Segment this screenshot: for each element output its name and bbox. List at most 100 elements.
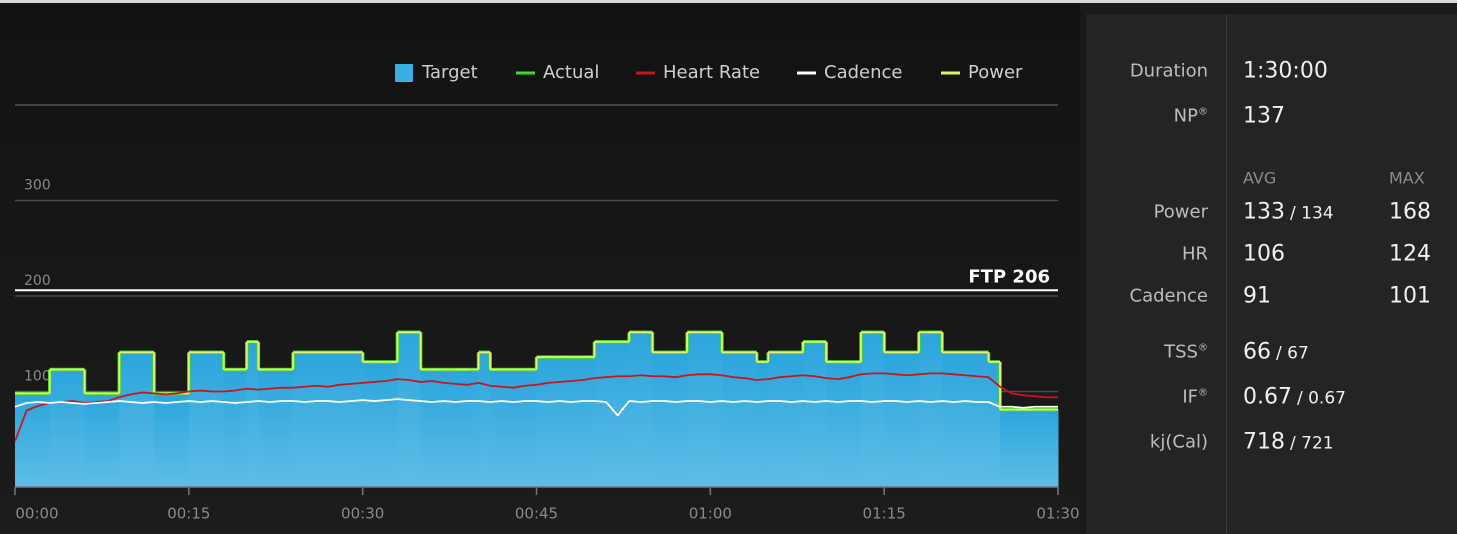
target-area [698, 332, 711, 487]
target-area [409, 332, 422, 487]
target-area [235, 369, 248, 487]
stat-avg-value: 91 [1243, 283, 1271, 309]
stat-total-value: 718 [1243, 429, 1285, 455]
target-area [872, 332, 885, 487]
legend-label: Target [421, 62, 478, 83]
x-tick-label: 01:00 [689, 505, 732, 523]
stat-label-text: Cadence [1129, 285, 1208, 307]
target-area [351, 352, 364, 487]
target-area [745, 352, 758, 487]
target-area [258, 369, 271, 487]
stat-label-mark: ® [1198, 387, 1208, 399]
target-area [524, 369, 537, 487]
target-area [918, 332, 932, 487]
stat-label: IF® [1182, 387, 1208, 408]
target-area [397, 332, 410, 487]
stat-total: 0.67/ 0.67 [1243, 385, 1346, 410]
legend-label: Actual [543, 62, 599, 83]
target-area [327, 352, 340, 487]
target-area [293, 352, 306, 487]
target-area [733, 352, 746, 487]
stat-total-alt: / 67 [1276, 343, 1309, 364]
target-area [930, 332, 943, 487]
x-tick-label: 01:15 [863, 505, 906, 523]
stat-label: NP® [1174, 106, 1208, 127]
legend-label: Heart Rate [663, 62, 760, 83]
target-area [304, 352, 317, 487]
target-area [814, 341, 827, 487]
stats-panel [1086, 14, 1457, 534]
target-area [803, 341, 816, 487]
stat-label-text: TSS [1164, 341, 1198, 363]
stat-label-text: NP [1173, 105, 1198, 127]
x-tick-label: 00:15 [167, 505, 210, 523]
target-area [895, 352, 908, 487]
series-line [14, 372, 1058, 442]
target-area [536, 357, 549, 487]
target-area [837, 361, 850, 487]
x-tick-label: 00:30 [341, 505, 384, 523]
target-area [779, 352, 792, 487]
chart: 100 200 300 FTP 206 00:00 00:15 00:30 00:45 01:0… [14, 62, 1080, 523]
stat-total: 718/ 721 [1243, 430, 1334, 455]
x-tick-label: 00:45 [515, 505, 558, 523]
target-area [339, 352, 352, 487]
target-area [38, 393, 51, 487]
stat-total-value: 66 [1243, 339, 1271, 365]
target-area [49, 369, 62, 487]
top-bar [0, 0, 1457, 3]
stat-label: Duration [1130, 61, 1208, 82]
column-header: MAX [1389, 168, 1425, 188]
target-area [119, 352, 132, 487]
target-area [420, 369, 433, 487]
stat-avg-value: 106 [1243, 241, 1285, 267]
target-area [606, 341, 619, 487]
stat-label: Cadence [1130, 286, 1208, 307]
target-area [269, 369, 283, 487]
target-area [443, 369, 456, 487]
legend-label: Cadence [824, 62, 902, 83]
stat-avg-value: 133 [1243, 199, 1285, 225]
target-area [107, 393, 120, 487]
x-tick-label: 00:00 [15, 505, 58, 523]
target-area [617, 341, 630, 487]
target-area [756, 361, 769, 487]
stat-max: 101 [1389, 283, 1431, 309]
target-area [791, 352, 804, 487]
stat-avg: 106 [1243, 242, 1285, 267]
stat-label-mark: ® [1198, 106, 1208, 118]
target-area [142, 352, 155, 487]
target-area [988, 361, 1001, 487]
target-area [1000, 409, 1013, 487]
stat-total-value: 0.67 [1243, 384, 1292, 410]
target-area [200, 352, 213, 487]
target-area [640, 332, 653, 487]
target-area [594, 341, 607, 487]
stat-max: 124 [1389, 241, 1431, 267]
stat-label: Power [1154, 202, 1208, 223]
target-area [432, 369, 445, 487]
panel-divider [1226, 14, 1227, 534]
legend-label: Power [968, 62, 1023, 83]
target-area [907, 352, 920, 487]
target-area [849, 361, 862, 487]
target-area [860, 332, 874, 487]
target-area [165, 393, 178, 487]
column-header: AVG [1243, 168, 1277, 188]
target-area [61, 369, 74, 487]
line-series [14, 372, 1058, 442]
series-step [15, 331, 1058, 411]
target-area [188, 352, 201, 487]
y-tick-label: 100 [24, 369, 51, 385]
target-area [316, 352, 329, 487]
target-area [663, 352, 677, 487]
target-area [1023, 409, 1036, 487]
stat-total-alt: / 0.67 [1296, 388, 1346, 409]
target-area [559, 357, 572, 487]
target-area [154, 393, 167, 487]
target-area [177, 393, 190, 487]
target-area [501, 369, 514, 487]
target-area [513, 369, 526, 487]
target-area [826, 361, 839, 487]
